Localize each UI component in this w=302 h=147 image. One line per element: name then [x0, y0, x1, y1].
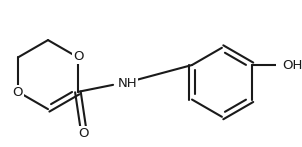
Text: O: O — [73, 50, 84, 63]
Text: O: O — [78, 127, 88, 140]
Text: NH: NH — [117, 77, 137, 90]
Text: O: O — [12, 86, 23, 99]
Text: OH: OH — [282, 59, 302, 72]
